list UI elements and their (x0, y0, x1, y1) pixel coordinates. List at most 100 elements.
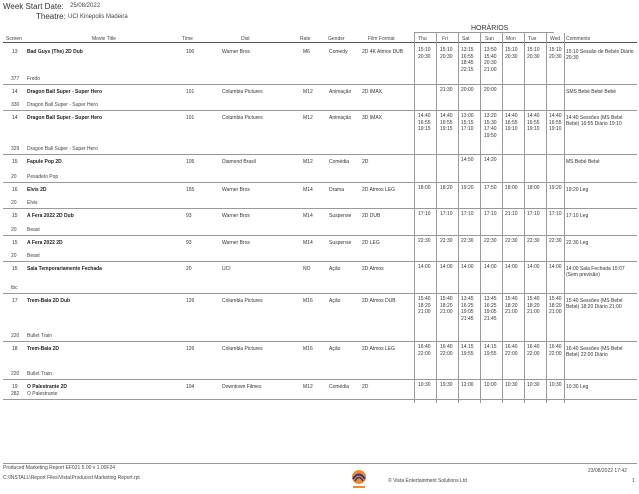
row-movie-title: Elvis 2D (27, 187, 47, 193)
row-movie-title: A Fera 2022 2D (27, 240, 63, 246)
row-time-wed: 19:20 (549, 185, 562, 191)
footer-company: © Vista Entertainment Solutions Ltd (388, 478, 467, 484)
row-time-thu: 17:10 (418, 211, 431, 217)
row-time-sat: 17:10 (461, 211, 474, 217)
col-header-time: Time (182, 36, 193, 42)
row-separator (3, 154, 637, 155)
row-comments: 14:40 Sessões (MS Bebé Bebé) 16:55 Diári… (566, 115, 623, 127)
row-time-sat: 12:00 (461, 382, 474, 388)
row-time-mon: 15:10 20:30 (505, 47, 518, 60)
row-screen: 15 (12, 240, 18, 246)
row-time-fri: 15:40 18:20 21:00 (440, 296, 453, 316)
row-time-thu: 22:30 (418, 238, 431, 244)
vista-logo-icon (352, 470, 366, 488)
row-time-tue: 14:00 (527, 264, 540, 270)
row-time-tue: 16:40 22:00 (527, 344, 540, 357)
row-separator (3, 84, 637, 85)
row-distributor: Downtown Filmes (222, 384, 262, 390)
row-sub-screen: 20 (11, 200, 17, 206)
row-time-mon: 22:30 (505, 238, 518, 244)
row-original-title: Bullet Train (27, 333, 53, 339)
row-time: 20 (186, 266, 192, 272)
row-separator (3, 182, 637, 183)
horarios-heading: HORÁRIOS (471, 25, 509, 32)
row-rate: M12 (303, 115, 313, 121)
row-time-sun: 13:50 15:40 20:30 21:00 (484, 47, 497, 73)
row-separator (3, 261, 637, 262)
row-time-sat: 13:00 15:15 17:10 (461, 113, 474, 133)
row-movie-title: Sala Temporariamente Fechada (27, 266, 102, 272)
row-gender: Comédia (329, 384, 350, 390)
row-original-title: Beast (27, 253, 40, 259)
row-gender: Ação (329, 346, 341, 352)
row-movie-title: Trem-Bala 2D Dub (27, 298, 71, 304)
row-original-title: Fredo (27, 76, 41, 82)
row-time-fri: 14:40 16:55 19:15 (440, 113, 453, 133)
row-gender: Drama (329, 187, 345, 193)
row-gender: Ação (329, 266, 341, 272)
row-distributor: Columbia Pictures (222, 89, 263, 95)
row-time-mon: 18:00 (505, 185, 518, 191)
col-header-thu: Thu (418, 36, 427, 42)
row-time-sun: 13:20 15:30 17:40 19:50 (484, 113, 497, 139)
row-sub-screen: 20 (11, 253, 17, 259)
row-film-format: 2D 4K Atmos DUB (362, 49, 404, 55)
row-rate: M14 (303, 187, 313, 193)
row-original-title: O Palestrante (27, 391, 58, 397)
row-time-fri: 15:10 20:30 (440, 47, 453, 60)
row-separator (3, 379, 637, 380)
row-rate: M14 (303, 240, 313, 246)
row-movie-title: Fapule Pop 2D (27, 159, 62, 165)
row-rate: M12 (303, 384, 313, 390)
row-time-sun: 20:00 (484, 87, 497, 93)
row-film-format: 2D (362, 159, 369, 165)
row-distributor: Columbia Pictures (222, 346, 263, 352)
row-time-tue: 15:10 20:30 (527, 47, 540, 60)
row-sub-screen: 329 (11, 146, 20, 152)
row-time-wed: 22:30 (549, 238, 562, 244)
row-comments: SMS Bebé Bebé Bebé (566, 89, 617, 95)
row-time-sun: 14:20 (484, 157, 497, 163)
header-rule (3, 42, 637, 43)
row-screen: 17 (12, 298, 18, 304)
row-comments: 10:30 Leg (566, 384, 589, 390)
row-movie-title: A Fera 2022 2D Dub (27, 213, 74, 219)
row-screen: 15 (12, 266, 18, 272)
row-time-sun: 13:45 16:25 19:05 21:45 (484, 296, 497, 322)
row-time-thu: 14:00 (418, 264, 431, 270)
row-original-title: Beast (27, 227, 40, 233)
row-time-sat: 14:15 19:55 (461, 344, 474, 357)
row-time: 155 (186, 187, 195, 193)
row-movie-title: Trem-Bala 2D (27, 346, 59, 352)
row-separator (3, 293, 637, 294)
col-header-fri: Fri (442, 36, 448, 42)
row-movie-title: Bad Guys (The) 2D Dub (27, 49, 83, 55)
row-separator (3, 341, 637, 342)
row-screen: 15 (12, 159, 18, 165)
row-time-mon: 10:30 (505, 382, 518, 388)
row-comments: MS Bebé Bebé (566, 159, 600, 165)
row-time-sun: 14:00 (484, 264, 497, 270)
footer-datetime: 23/08/2022 17:42 (588, 468, 627, 474)
row-film-format: 2D Atmos LEG (362, 187, 396, 193)
row-comments: 15:10 Sessão de Bebés Diário 20:30 (566, 49, 634, 61)
column-divider (458, 33, 459, 403)
week-start-value: 25/08/2022 (70, 3, 101, 9)
row-separator (3, 399, 637, 400)
row-time-wed: 14:00 (549, 264, 562, 270)
row-distributor: Warner Bros (222, 187, 250, 193)
row-sub-screen: 20 (11, 227, 17, 233)
row-time-wed: 17:10 (549, 211, 562, 217)
footer-report-path: C:\INSTALL\Report Files\Vista\Produced M… (3, 475, 140, 481)
col-header-mon: Mon (506, 36, 516, 42)
footer-page-number: 1 (632, 478, 635, 484)
row-distributor: UCI (222, 266, 231, 272)
column-divider (546, 33, 547, 403)
row-film-format: 2D Atmos (362, 266, 384, 272)
row-time: 105 (186, 159, 195, 165)
row-time-mon: 15:40 18:20 21:00 (505, 296, 518, 316)
row-time-tue: 10:30 (527, 382, 540, 388)
col-header-sat: Sat (462, 36, 470, 42)
row-time-sun: 10:00 (484, 382, 497, 388)
row-rate: M6 (303, 49, 310, 55)
